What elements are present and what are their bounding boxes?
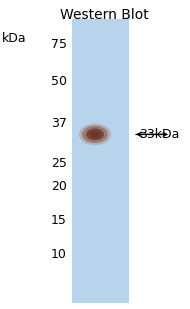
Ellipse shape <box>86 129 104 140</box>
Text: 75: 75 <box>51 38 66 51</box>
Text: 10: 10 <box>51 248 66 261</box>
Ellipse shape <box>82 126 108 143</box>
Text: kDa: kDa <box>2 32 27 45</box>
Text: 20: 20 <box>51 180 66 193</box>
Ellipse shape <box>90 131 100 138</box>
Text: 37: 37 <box>51 117 66 130</box>
Text: 33kDa: 33kDa <box>139 128 179 141</box>
Text: 25: 25 <box>51 157 66 170</box>
Text: Western Blot: Western Blot <box>60 8 149 22</box>
Text: 50: 50 <box>51 75 66 88</box>
Ellipse shape <box>79 124 111 145</box>
Bar <box>72 19 129 303</box>
Text: 15: 15 <box>51 214 66 227</box>
